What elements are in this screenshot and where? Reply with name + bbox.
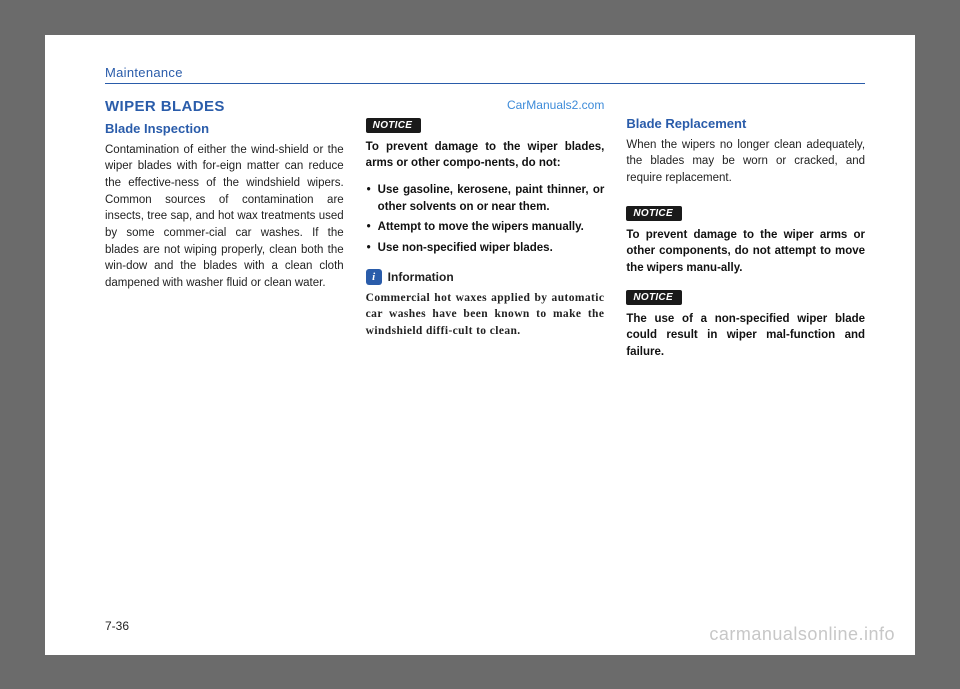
notice-block-1: NOTICE [366, 115, 605, 139]
watermark-bottom: carmanualsonline.info [709, 624, 895, 645]
information-body: Commercial hot waxes applied by automati… [366, 290, 605, 340]
bullet-item: Use non-specified wiper blades. [366, 240, 605, 257]
notice-block-3: NOTICE [626, 287, 865, 311]
notice-badge: NOTICE [366, 118, 422, 133]
notice-block-2: NOTICE [626, 203, 865, 227]
info-label: Information [388, 270, 454, 284]
spacer [626, 98, 865, 116]
bullet-item: Use gasoline, kerosene, paint thinner, o… [366, 182, 605, 215]
bullet-item: Attempt to move the wipers manually. [366, 219, 605, 236]
notice-intro: To prevent damage to the wiper blades, a… [366, 139, 605, 172]
header-rule [105, 83, 865, 84]
content-columns: WIPER BLADES Blade Inspection Contaminat… [105, 98, 865, 371]
notice-text-3: The use of a non-specified wiper blade c… [626, 311, 865, 361]
page-header: Maintenance [105, 65, 865, 84]
manual-page: Maintenance WIPER BLADES Blade Inspectio… [45, 35, 915, 655]
notice-text-2: To prevent damage to the wiper arms or o… [626, 227, 865, 277]
notice-badge: NOTICE [626, 206, 682, 221]
replacement-body: When the wipers no longer clean adequate… [626, 137, 865, 187]
inspection-body: Contamination of either the wind-shield … [105, 142, 344, 292]
section-label: Maintenance [105, 65, 865, 80]
column-3: Blade Replacement When the wipers no lon… [626, 98, 865, 371]
page-number: 7-36 [105, 619, 129, 633]
column-2: CarManuals2.com NOTICE To prevent damage… [366, 98, 605, 371]
information-heading: i Information [366, 269, 605, 285]
notice-badge: NOTICE [626, 290, 682, 305]
main-heading: WIPER BLADES [105, 98, 344, 115]
notice-bullets: Use gasoline, kerosene, paint thinner, o… [366, 182, 605, 257]
sub-heading-replacement: Blade Replacement [626, 116, 865, 131]
column-1: WIPER BLADES Blade Inspection Contaminat… [105, 98, 344, 371]
watermark-top: CarManuals2.com [366, 98, 605, 112]
info-icon: i [366, 269, 382, 285]
sub-heading-inspection: Blade Inspection [105, 121, 344, 136]
